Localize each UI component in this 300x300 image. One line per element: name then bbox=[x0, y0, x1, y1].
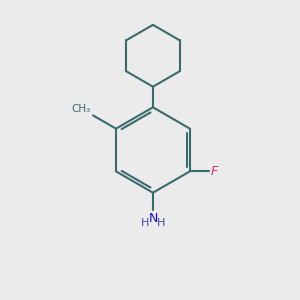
Text: CH₃: CH₃ bbox=[71, 104, 91, 114]
Text: N: N bbox=[148, 212, 158, 225]
Text: F: F bbox=[211, 165, 218, 178]
Text: H: H bbox=[140, 218, 149, 228]
Text: H: H bbox=[157, 218, 165, 228]
